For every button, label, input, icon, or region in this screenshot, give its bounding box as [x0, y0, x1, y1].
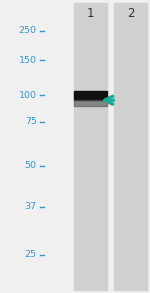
Text: 1: 1: [86, 7, 94, 20]
Text: 2: 2: [127, 7, 134, 20]
Bar: [74, 100, 107, 106]
Text: 250: 250: [19, 26, 37, 35]
Text: 100: 100: [19, 91, 37, 100]
Bar: [74, 3, 106, 290]
Text: 150: 150: [19, 56, 37, 64]
Text: 37: 37: [25, 202, 37, 211]
Bar: [114, 3, 147, 290]
Text: 25: 25: [25, 251, 37, 259]
Bar: [74, 91, 107, 100]
Text: 50: 50: [25, 161, 37, 170]
Text: 75: 75: [25, 117, 37, 126]
